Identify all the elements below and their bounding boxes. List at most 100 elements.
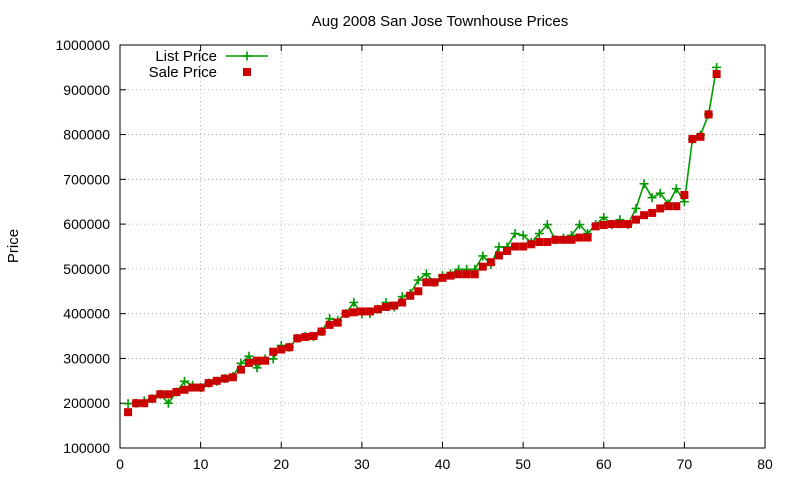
data-point bbox=[543, 238, 552, 247]
data-point bbox=[599, 221, 608, 230]
data-point bbox=[277, 345, 286, 354]
data-point bbox=[430, 278, 439, 287]
data-point bbox=[341, 309, 350, 318]
data-point bbox=[180, 385, 189, 394]
data-point bbox=[462, 270, 471, 279]
data-point bbox=[656, 204, 665, 213]
data-point bbox=[632, 215, 640, 224]
data-point bbox=[245, 358, 253, 367]
data-point bbox=[511, 242, 520, 251]
legend-marker bbox=[242, 51, 252, 61]
data-point bbox=[534, 229, 544, 239]
data-point bbox=[220, 374, 229, 383]
data-point bbox=[140, 399, 149, 408]
data-point bbox=[671, 184, 681, 194]
data-point bbox=[414, 287, 423, 296]
data-point bbox=[163, 398, 173, 408]
data-point bbox=[664, 202, 673, 211]
data-point bbox=[422, 278, 431, 287]
y-tick-label: 900000 bbox=[63, 82, 110, 98]
data-point bbox=[253, 356, 262, 365]
data-point bbox=[406, 291, 415, 300]
y-tick-label: 100000 bbox=[63, 440, 110, 456]
data-point bbox=[559, 235, 568, 244]
y-tick-label: 700000 bbox=[63, 171, 110, 187]
data-point bbox=[132, 399, 141, 408]
data-point bbox=[696, 132, 705, 141]
x-tick-label: 20 bbox=[273, 456, 289, 472]
x-tick-label: 30 bbox=[354, 456, 370, 472]
series-group bbox=[123, 62, 722, 417]
y-tick-label: 600000 bbox=[63, 216, 110, 232]
data-point bbox=[583, 233, 592, 242]
x-tick-label: 40 bbox=[435, 456, 451, 472]
data-point bbox=[236, 365, 245, 374]
data-point bbox=[164, 390, 173, 399]
data-point bbox=[527, 240, 536, 249]
legend-marker bbox=[243, 68, 251, 76]
data-point bbox=[591, 222, 600, 231]
data-point bbox=[309, 332, 318, 341]
y-axis-label: Price bbox=[5, 229, 22, 263]
data-point bbox=[421, 269, 431, 279]
data-point bbox=[575, 233, 584, 242]
x-tick-label: 80 bbox=[757, 456, 773, 472]
data-point bbox=[454, 270, 463, 279]
legend-label: List Price bbox=[155, 48, 217, 65]
y-tick-label: 500000 bbox=[63, 261, 110, 277]
data-point bbox=[365, 307, 374, 316]
data-point bbox=[510, 229, 520, 239]
data-point bbox=[261, 356, 270, 365]
data-point bbox=[172, 388, 181, 397]
data-point bbox=[518, 230, 528, 240]
legend-label: Sale Price bbox=[149, 64, 217, 81]
data-point bbox=[639, 179, 649, 189]
data-point bbox=[269, 347, 278, 356]
data-point bbox=[252, 363, 262, 373]
y-tick-label: 300000 bbox=[63, 350, 110, 366]
data-point bbox=[148, 394, 157, 403]
data-point bbox=[575, 220, 585, 230]
data-point bbox=[535, 238, 544, 247]
data-point bbox=[123, 399, 133, 409]
data-point bbox=[268, 354, 278, 364]
grid bbox=[120, 45, 765, 448]
data-point bbox=[390, 301, 399, 310]
data-point bbox=[124, 408, 133, 417]
data-point bbox=[180, 376, 189, 386]
data-point bbox=[688, 135, 697, 144]
data-point bbox=[470, 270, 479, 279]
axis-ticks: 100000 200000 300000 400000 500000 600000 7000… bbox=[55, 37, 773, 472]
series-line bbox=[128, 67, 718, 405]
data-point bbox=[204, 379, 213, 388]
data-point bbox=[446, 271, 455, 280]
data-point bbox=[486, 258, 495, 267]
data-point bbox=[349, 308, 358, 317]
data-point bbox=[680, 191, 689, 200]
data-point bbox=[599, 212, 609, 222]
x-tick-label: 60 bbox=[596, 456, 612, 472]
data-point bbox=[704, 110, 713, 119]
x-tick-label: 50 bbox=[515, 456, 531, 472]
data-point bbox=[374, 305, 382, 314]
x-tick-label: 10 bbox=[193, 456, 209, 472]
data-point bbox=[648, 208, 657, 217]
chart-title: Aug 2008 San Jose Townhouse Prices bbox=[312, 13, 569, 30]
data-point bbox=[615, 220, 624, 229]
y-tick-label: 400000 bbox=[63, 306, 110, 322]
data-point bbox=[301, 332, 310, 341]
y-tick-label: 800000 bbox=[63, 127, 110, 143]
data-point bbox=[349, 297, 359, 307]
data-point bbox=[228, 373, 237, 382]
data-point bbox=[494, 251, 503, 260]
data-point bbox=[519, 242, 528, 251]
data-point bbox=[647, 193, 657, 203]
y-tick-label: 1000000 bbox=[55, 37, 110, 53]
data-point bbox=[325, 320, 334, 329]
data-point bbox=[357, 307, 366, 316]
data-point bbox=[655, 188, 665, 198]
series-sale-price bbox=[124, 70, 721, 417]
data-point bbox=[156, 390, 165, 399]
